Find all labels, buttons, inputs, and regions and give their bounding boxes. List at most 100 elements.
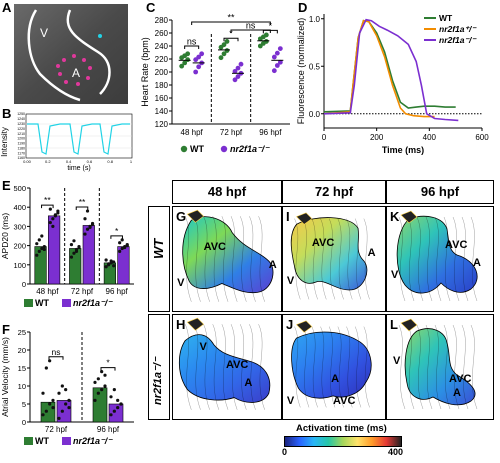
panel-d-xtick: 0 bbox=[322, 133, 327, 142]
panel-b-trace: Intensity 1160 1170 1180 1190 1200 1210 1220 12… bbox=[0, 112, 135, 172]
activation-map-image bbox=[182, 209, 274, 302]
panel-c-legend-wt-marker bbox=[180, 145, 188, 153]
panel-d-xtick: 200 bbox=[370, 133, 384, 142]
panel-letter-k: K bbox=[390, 209, 400, 224]
panel-b-ytick: 1250 bbox=[17, 112, 25, 116]
activation-map-panel-l: L AVC A V bbox=[386, 314, 494, 420]
isochrone-line bbox=[346, 218, 353, 300]
panel-e-point bbox=[48, 220, 52, 225]
panel-e-point bbox=[109, 259, 113, 263]
panel-f-point bbox=[67, 398, 71, 402]
panel-b-xtick: 0.6 bbox=[87, 159, 93, 164]
panel-c-point bbox=[274, 63, 280, 68]
panel-c-legend-wt: WT bbox=[190, 144, 204, 154]
panel-c-sig-72: * bbox=[229, 29, 233, 39]
panel-f-point bbox=[64, 402, 68, 406]
panel-d-letter: D bbox=[298, 0, 308, 15]
isochrone-line bbox=[416, 324, 424, 410]
panel-c-legend-mut-marker bbox=[220, 145, 228, 153]
panel-e-bar bbox=[34, 246, 47, 285]
panel-e-letter: E bbox=[2, 178, 11, 193]
isochrone-line bbox=[329, 326, 336, 408]
panel-e-sig-bracket bbox=[110, 235, 123, 239]
heart-activation-shape bbox=[182, 216, 274, 294]
panel-e-ytick: 0 bbox=[22, 280, 26, 289]
isochrone-line bbox=[363, 218, 370, 300]
panel-f-point bbox=[103, 384, 107, 388]
panel-f-point bbox=[109, 413, 113, 417]
panel-b-ytick: 1210 bbox=[17, 132, 25, 136]
isochrone-line bbox=[230, 324, 238, 410]
panel-e-point bbox=[74, 249, 79, 253]
panel-e-point bbox=[40, 246, 44, 251]
panel-e-point bbox=[125, 244, 129, 248]
panel-c-point bbox=[277, 46, 283, 51]
isochrone-line bbox=[194, 324, 201, 410]
panel-e-point bbox=[51, 224, 55, 228]
region-label-avc: AVC bbox=[449, 373, 472, 385]
panel-d-xtick: 600 bbox=[475, 133, 489, 142]
panel-c-point bbox=[221, 42, 227, 48]
panel-f-point bbox=[44, 366, 48, 370]
panel-e-ylabel: APD20 (ms) bbox=[0, 213, 10, 259]
region-label-v: V bbox=[393, 355, 401, 367]
panel-c-ytick: 200 bbox=[155, 68, 169, 77]
region-label-a: A bbox=[331, 373, 340, 385]
panel-c-sig-72-96: ns bbox=[246, 21, 256, 31]
panel-c-point bbox=[179, 63, 185, 69]
panel-e-legend-mut-swatch bbox=[62, 299, 71, 307]
panel-f-bar bbox=[40, 401, 56, 423]
panel-d-series-line bbox=[323, 19, 456, 113]
panel-d-series-line bbox=[323, 19, 435, 118]
isochrone-line bbox=[185, 324, 192, 410]
panel-f-point bbox=[96, 377, 100, 381]
activation-map-image bbox=[398, 318, 478, 410]
isochrone-line bbox=[407, 324, 415, 410]
panel-e-point bbox=[88, 225, 92, 229]
panel-f-sig-bracket bbox=[100, 367, 116, 371]
panel-e-point bbox=[85, 227, 90, 231]
isochrone-line bbox=[294, 326, 301, 408]
panel-b-xtick: 0.4 bbox=[66, 159, 72, 164]
row-label-nr2f1a-mutant: nr2f1a⁻/⁻ bbox=[148, 314, 170, 420]
panel-f-point bbox=[112, 388, 116, 392]
panel-d-legend-label: WT bbox=[439, 13, 453, 23]
early-activation-site bbox=[400, 318, 418, 332]
panel-e-point bbox=[118, 249, 122, 253]
isochrone-line bbox=[337, 326, 344, 408]
isochrone-line bbox=[363, 326, 370, 408]
panel-b-ytick: 1220 bbox=[17, 127, 25, 131]
panel-e-point bbox=[35, 253, 39, 257]
panel-f-point bbox=[116, 398, 120, 402]
panel-f-legend-wt: WT bbox=[35, 436, 49, 446]
panel-e-point bbox=[37, 249, 41, 253]
panel-c-category: 48 hpf bbox=[181, 128, 204, 137]
panel-c-point bbox=[218, 55, 224, 61]
region-label-avc: AVC bbox=[333, 395, 356, 407]
panel-e-point bbox=[69, 243, 74, 247]
panel-e-point bbox=[123, 245, 127, 250]
isochrone-line bbox=[212, 324, 220, 410]
atrium-label: A bbox=[72, 66, 81, 80]
row-label-wt: WT bbox=[148, 206, 170, 312]
isochrone-line bbox=[461, 216, 469, 302]
early-activation-site bbox=[400, 210, 418, 224]
panel-e-sig-label: ** bbox=[79, 197, 86, 207]
panel-c-ytick: 120 bbox=[155, 120, 169, 129]
panel-b-ytick: 1230 bbox=[17, 122, 25, 126]
panel-c-point bbox=[185, 57, 191, 63]
panel-c-point bbox=[221, 51, 227, 57]
activation-map-image bbox=[396, 210, 478, 302]
region-label-a: A bbox=[453, 387, 461, 399]
panel-d-xtick: 400 bbox=[423, 133, 437, 142]
panel-e-point bbox=[42, 244, 46, 249]
panel-a-micrograph: V A bbox=[14, 4, 128, 104]
panel-c-ytick: 260 bbox=[155, 29, 169, 38]
activation-map-panel-h: H AVC A V bbox=[172, 314, 282, 420]
region-label-avc: AVC bbox=[445, 239, 468, 251]
panel-e-point bbox=[42, 247, 46, 252]
panel-e-point bbox=[120, 238, 124, 242]
panel-f-letter: F bbox=[2, 322, 10, 337]
panel-c-ytick: 180 bbox=[155, 81, 169, 90]
heart-rate-scatter-chart: Heart Rate (bpm) 120 140 160 180 200 220 240 260… bbox=[140, 13, 290, 154]
